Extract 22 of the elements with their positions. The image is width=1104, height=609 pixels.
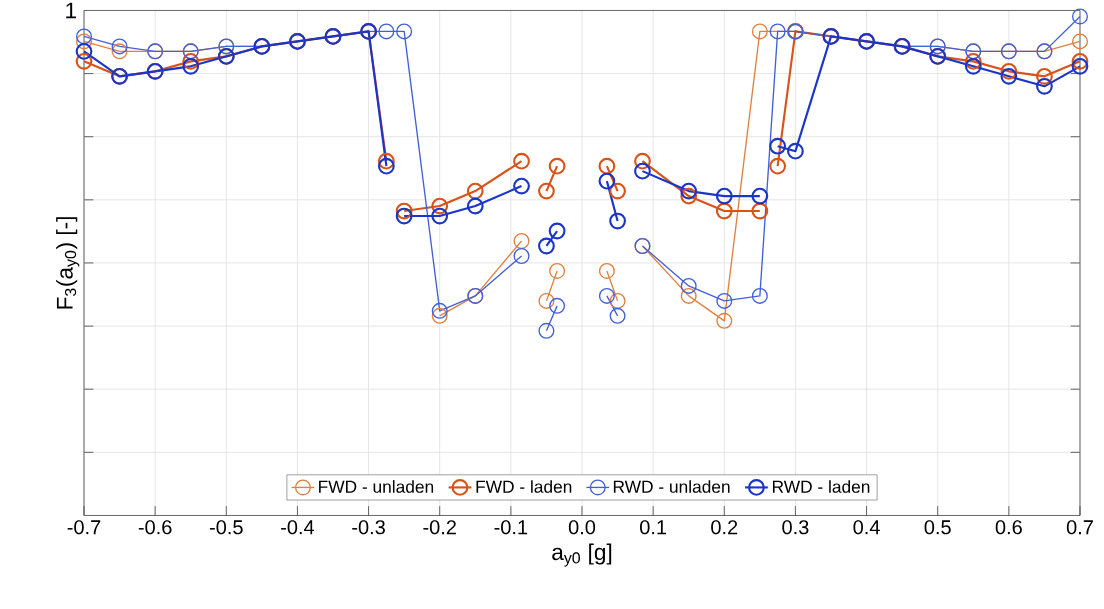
x-tick-label: 0.2: [711, 519, 738, 535]
x-tick-label: -0.6: [138, 519, 172, 535]
x-tick-label: -0.7: [67, 519, 101, 535]
x-tick-label: 0.0: [568, 519, 596, 535]
legend-label: RWD - unladen: [613, 479, 730, 493]
x-axis-title: a$_{y0}$ [g]: [552, 543, 612, 567]
x-tick-label: -0.3: [352, 519, 385, 535]
x-tick-label: -0.5: [209, 519, 243, 535]
legend-label: FWD - unladen: [319, 479, 434, 493]
x-tick-label: -0.1: [494, 519, 528, 535]
x-tick-label: -0.2: [423, 519, 456, 535]
text: 1: [66, 2, 76, 19]
legend-label: RWD - laden: [772, 479, 870, 493]
x-tick-label: 0.1: [640, 519, 667, 535]
x-tick-label: 0.6: [995, 519, 1022, 535]
x-tick-label: 0.5: [924, 519, 951, 535]
x-tick-label: -0.4: [281, 519, 315, 535]
x-tick-label: 0.3: [782, 519, 809, 535]
legend-label: FWD - laden: [476, 479, 572, 493]
x-tick-label: 0.7: [1066, 519, 1093, 535]
x-tick-label: 0.4: [853, 519, 880, 535]
y-axis-title: F$_{3}$(a$_{y0}$) [-]: [56, 216, 80, 309]
